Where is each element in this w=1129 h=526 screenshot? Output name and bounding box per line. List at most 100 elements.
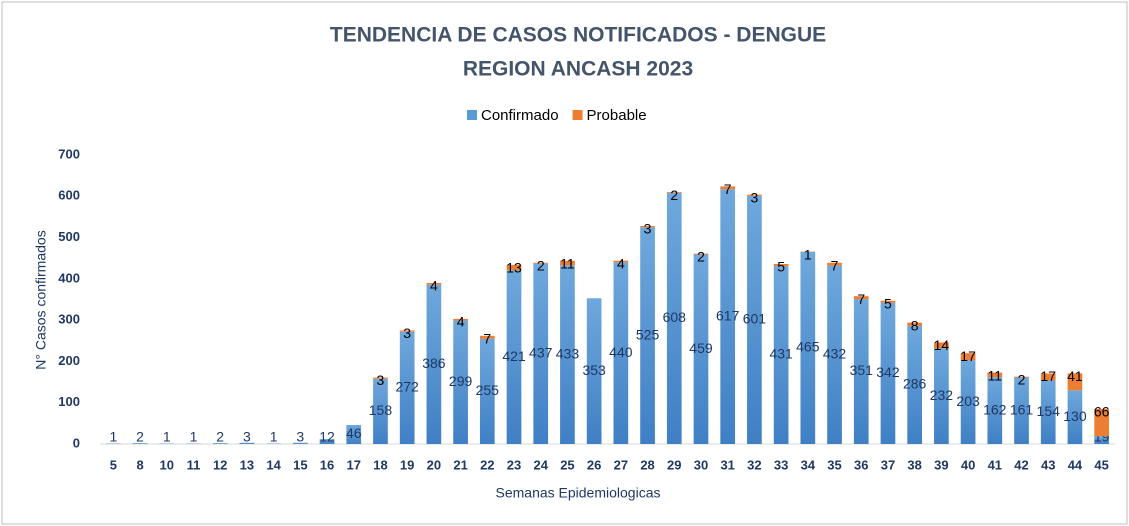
x-tick-label: 16 xyxy=(320,457,334,472)
bar-segment xyxy=(319,439,335,444)
legend-label: Probable xyxy=(587,107,647,124)
bar-segment xyxy=(987,377,1003,444)
bar-segment xyxy=(399,330,415,332)
data-label: 431 xyxy=(769,346,793,362)
data-label: 203 xyxy=(956,393,980,409)
data-label: 386 xyxy=(422,355,446,371)
data-label: 5 xyxy=(884,295,892,311)
bar-segment xyxy=(693,253,709,255)
x-tick-label: 21 xyxy=(453,457,467,472)
bar-segment xyxy=(373,377,388,379)
data-label: 432 xyxy=(823,346,847,362)
chart-title: TENDENCIA DE CASOS NOTIFICADOS - DENGUE xyxy=(330,24,826,47)
bar-segment xyxy=(934,348,949,444)
legend-label: Confirmado xyxy=(481,107,559,124)
x-tick-label: 32 xyxy=(747,457,761,472)
x-tick-label: 35 xyxy=(827,457,841,472)
bar-segment xyxy=(613,260,629,263)
data-label: 2 xyxy=(537,257,545,273)
data-label: 130 xyxy=(1063,408,1087,424)
data-label: 12 xyxy=(319,429,335,445)
bar-segment xyxy=(373,378,388,444)
bar-segment xyxy=(773,266,789,444)
bar-segment xyxy=(747,195,762,444)
data-label: 1 xyxy=(109,429,117,445)
data-label: 3 xyxy=(751,189,759,205)
x-tick-label: 24 xyxy=(533,457,548,472)
y-tick-label: 200 xyxy=(58,353,80,368)
bar-segment xyxy=(666,192,682,193)
data-label: 41 xyxy=(1067,368,1083,384)
bar-segment xyxy=(1040,373,1056,381)
bar-segment xyxy=(453,318,468,321)
bar-segment xyxy=(533,263,549,444)
data-label: 154 xyxy=(1037,403,1061,419)
bar-segment xyxy=(747,194,762,196)
bar-segment xyxy=(1040,380,1056,444)
x-tick-label: 40 xyxy=(961,457,975,472)
data-label: 8 xyxy=(911,317,919,333)
data-label: 4 xyxy=(617,255,625,271)
data-label: 608 xyxy=(663,309,687,325)
x-tick-label: 42 xyxy=(1014,457,1028,472)
data-label: 255 xyxy=(476,382,500,398)
data-label: 2 xyxy=(697,248,705,264)
bar-segment xyxy=(586,298,602,444)
x-tick-label: 10 xyxy=(160,457,174,472)
bar-segment xyxy=(479,338,495,444)
legend-swatch xyxy=(572,110,583,120)
x-tick-label: 44 xyxy=(1068,457,1083,472)
bar-segment xyxy=(720,189,736,444)
x-tick-label: 39 xyxy=(934,457,948,472)
data-label: 1 xyxy=(163,429,171,445)
x-tick-label: 15 xyxy=(293,457,307,472)
bar-segment xyxy=(1067,390,1083,444)
y-tick-label: 500 xyxy=(58,229,80,244)
data-label: 465 xyxy=(796,339,820,355)
data-label: 3 xyxy=(377,372,385,388)
data-label: 11 xyxy=(988,367,1003,383)
bar-segment xyxy=(479,335,495,339)
x-tick-label: 14 xyxy=(266,457,281,472)
bar-segment xyxy=(1094,436,1109,444)
y-axis-label: N° Casos confirmados xyxy=(33,230,49,369)
data-label: 353 xyxy=(582,362,606,378)
data-label: 433 xyxy=(556,345,580,361)
data-label: 2 xyxy=(1018,371,1026,387)
bar-segment xyxy=(720,186,736,190)
y-tick-label: 300 xyxy=(58,312,80,327)
data-label: 46 xyxy=(346,425,362,441)
data-label: 13 xyxy=(506,260,522,276)
bar-segment xyxy=(453,320,468,444)
bar-segment xyxy=(880,300,896,303)
x-tick-label: 25 xyxy=(560,457,574,472)
x-tick-label: 36 xyxy=(854,457,868,472)
bar-segment xyxy=(1014,376,1029,378)
bar-segment xyxy=(960,360,976,444)
x-axis-label: Semanas Epidemiologicas xyxy=(496,485,661,501)
x-tick-label: 11 xyxy=(187,457,201,472)
data-label: 1 xyxy=(190,429,198,445)
data-label: 421 xyxy=(502,348,526,364)
bar-segment xyxy=(800,252,816,444)
data-label: 3 xyxy=(296,429,304,445)
bar-segment xyxy=(132,443,148,444)
x-tick-label: 33 xyxy=(774,457,788,472)
bar-segment xyxy=(640,226,655,228)
bar-segment xyxy=(613,262,629,444)
bar-segment xyxy=(506,270,522,444)
data-label: 601 xyxy=(743,311,767,327)
x-tick-label: 28 xyxy=(640,457,654,472)
x-tick-label: 12 xyxy=(213,457,227,472)
bar-segment xyxy=(239,442,255,444)
data-label: 342 xyxy=(876,364,900,380)
bar-segment xyxy=(907,325,923,444)
x-tick-label: 34 xyxy=(801,457,816,472)
bar-segment xyxy=(666,192,682,444)
x-tick-label: 43 xyxy=(1041,457,1055,472)
bar-segment xyxy=(880,302,896,444)
data-label: 7 xyxy=(724,181,732,197)
data-label: 232 xyxy=(930,387,954,403)
bar-segment xyxy=(853,296,869,300)
y-tick-label: 400 xyxy=(58,270,80,285)
